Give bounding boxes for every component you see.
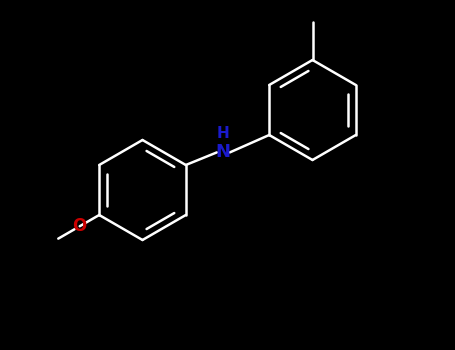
Text: H: H (217, 126, 230, 141)
Text: O: O (73, 217, 87, 235)
Text: N: N (216, 144, 231, 161)
